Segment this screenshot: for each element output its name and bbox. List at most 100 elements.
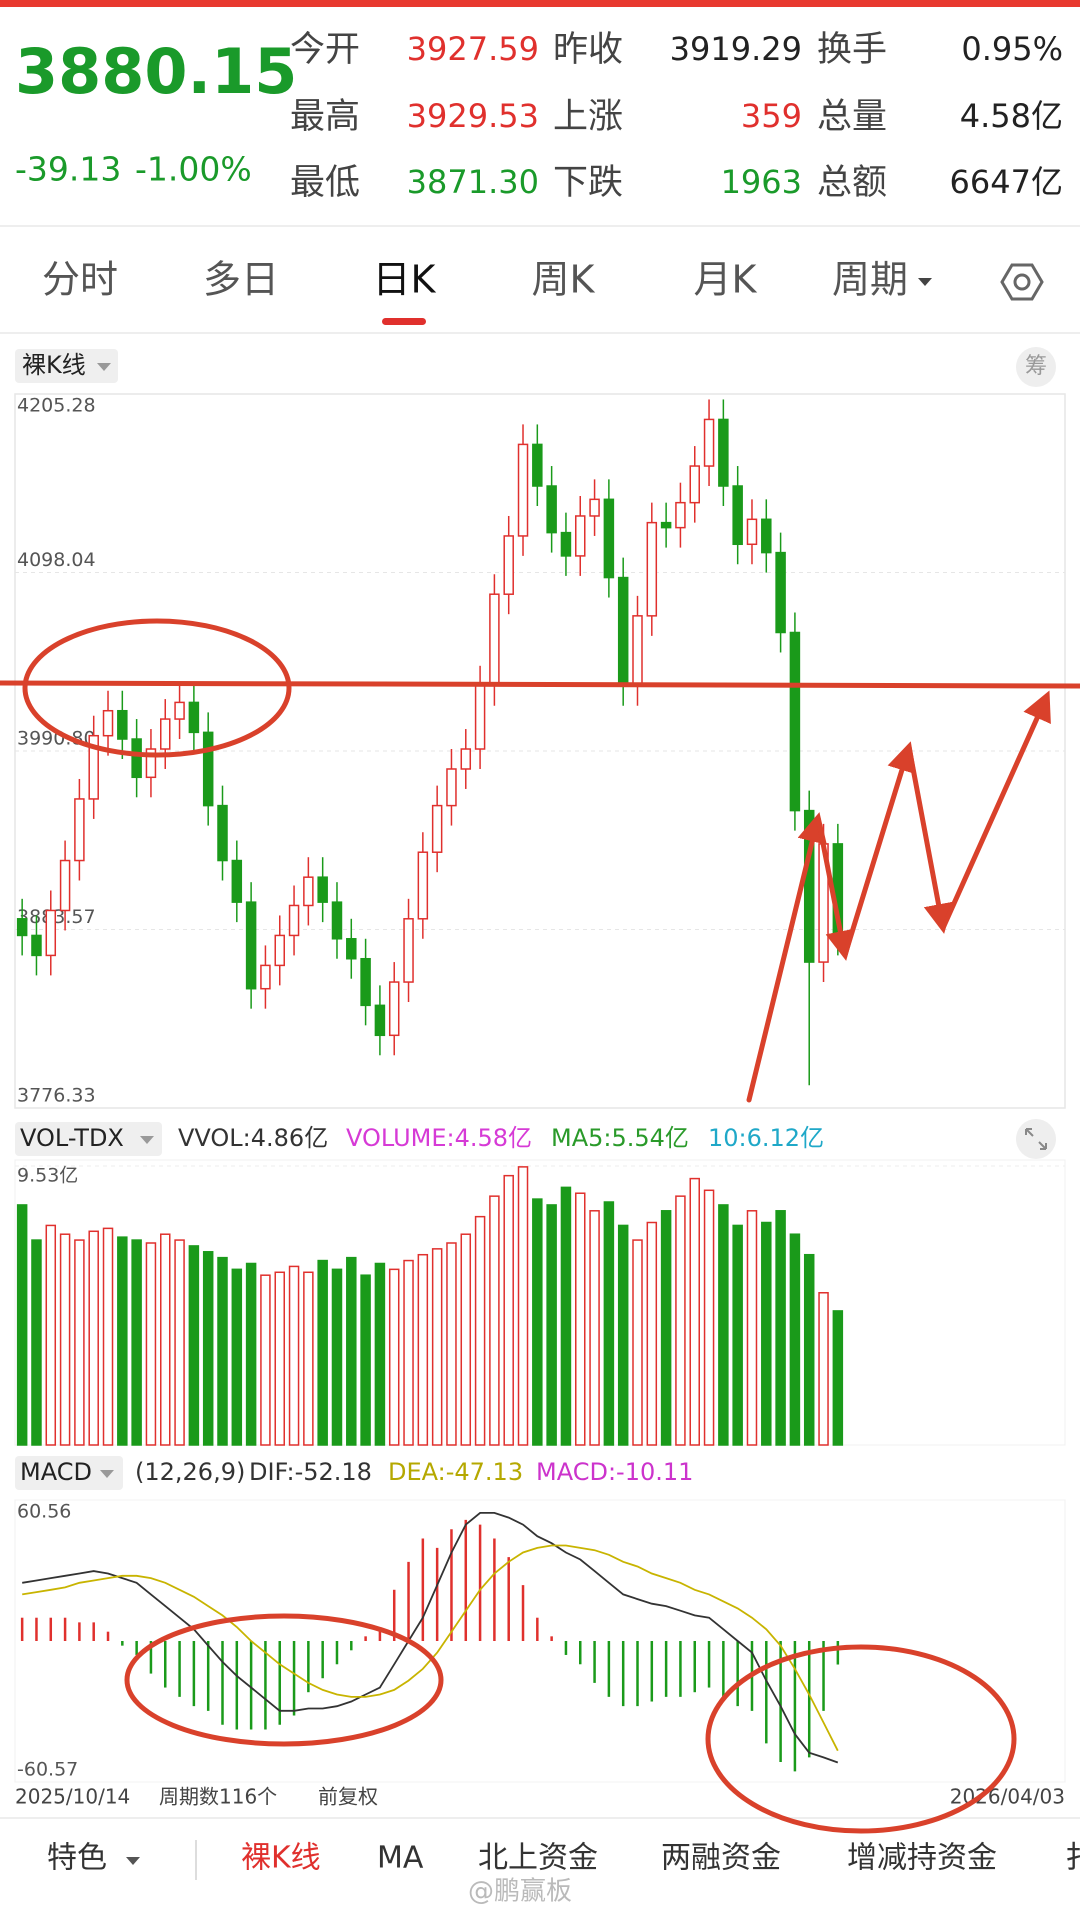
candle-body (761, 518, 772, 554)
candle-body (732, 485, 743, 546)
candle-body (74, 798, 85, 862)
toolbar-item[interactable]: 裸K线 (241, 1841, 321, 1876)
candle-body (474, 685, 486, 750)
volume-bar (746, 1210, 758, 1446)
quote-label: 今开 (290, 30, 360, 70)
indicator-button[interactable] (15, 1456, 123, 1490)
volume-bar (503, 1174, 514, 1446)
volume-bar (360, 1274, 371, 1446)
candle-body (646, 521, 658, 617)
chart-frame (14, 393, 1066, 1109)
quote-value: 1963 (721, 163, 802, 201)
expand-button[interactable] (1016, 1119, 1056, 1159)
y-tick-label: -60.57 (17, 1759, 78, 1781)
toolbar-item[interactable]: 增减持资金 (847, 1841, 997, 1876)
chip-button-label: 筹 (1025, 354, 1047, 379)
candle-body (102, 709, 114, 737)
candle-body (546, 485, 557, 534)
volume-bar (689, 1177, 700, 1446)
candle-body (503, 535, 514, 595)
end-date: 2026/04/03 (950, 1785, 1065, 1809)
candle-body (460, 748, 472, 770)
tab[interactable]: 月K (694, 258, 758, 302)
legend-entry: 10:6.12亿 (708, 1124, 824, 1152)
indicator-name: VOL-TDX (20, 1124, 124, 1152)
candle-body (274, 934, 285, 967)
indicator-button[interactable] (15, 1122, 162, 1156)
volume-bar (803, 1253, 815, 1446)
candle-body (603, 498, 615, 579)
toolbar-item[interactable]: 两融资金 (661, 1841, 781, 1876)
quote-value: 3927.59 (407, 30, 539, 68)
candle-body (131, 738, 142, 779)
volume-bar (646, 1221, 658, 1446)
candle-body (517, 443, 529, 537)
candle-body (88, 734, 99, 800)
volume-bar (761, 1221, 772, 1446)
quote-value: 4.58亿 (960, 97, 1063, 135)
indicator-button[interactable] (15, 349, 118, 383)
volume-bar (59, 1233, 71, 1446)
candle-body (575, 515, 586, 557)
toolbar-item[interactable]: 北上资金 (478, 1841, 598, 1876)
volume-bar (160, 1233, 171, 1446)
volume-bar (145, 1242, 157, 1446)
candle-body (660, 521, 672, 529)
quote-label: 下跌 (553, 163, 623, 203)
candle-body (589, 498, 600, 517)
tab[interactable]: 日K (373, 258, 437, 302)
tab[interactable]: 周期 (832, 258, 908, 302)
candle-body (374, 1004, 386, 1037)
volume-bar (188, 1245, 200, 1446)
y-tick-label: 3883.57 (17, 906, 96, 928)
candle-body (617, 576, 629, 687)
candle-body (174, 701, 185, 720)
indicator-name: MACD (20, 1458, 92, 1486)
legend-entry: DIF:-52.18 (249, 1458, 372, 1486)
volume-bar (88, 1230, 99, 1446)
volume-bar (532, 1198, 543, 1446)
toolbar-item[interactable]: MA (377, 1841, 424, 1876)
candle-body (317, 876, 328, 903)
settings-icon[interactable] (1000, 263, 1044, 301)
volume-bar (274, 1271, 285, 1446)
volume-bar (632, 1239, 643, 1446)
toolbar-item[interactable]: 扌 (1065, 1841, 1080, 1876)
legend-entry: DEA:-47.13 (388, 1458, 523, 1486)
candle-body (145, 748, 157, 779)
candle-body (746, 518, 758, 546)
quote-value: 3919.29 (670, 30, 802, 68)
quote-label: 昨收 (553, 30, 623, 70)
tab[interactable]: 多日 (203, 258, 279, 302)
quote-label: 最低 (290, 163, 360, 203)
volume-bar (560, 1186, 572, 1446)
quote-value: 3929.53 (407, 97, 539, 135)
tab[interactable]: 周K (532, 258, 596, 302)
volume-bar (317, 1259, 328, 1446)
tab[interactable]: 分时 (42, 258, 118, 302)
candle-body (260, 964, 271, 990)
volume-bar (489, 1195, 500, 1446)
volume-bar (446, 1242, 457, 1446)
legend-entry: VOLUME:4.58亿 (346, 1124, 532, 1152)
volume-bar (474, 1215, 486, 1446)
candle-body (789, 631, 801, 812)
chip-button[interactable] (1016, 347, 1056, 387)
y-tick-label: 4098.04 (17, 549, 96, 571)
candle-body (403, 918, 414, 983)
candle-body (703, 418, 715, 467)
candle-body (832, 843, 844, 937)
toolbar-bg (0, 1818, 1080, 1920)
volume-bar (675, 1195, 686, 1446)
volume-bar (202, 1251, 214, 1446)
candle-body (346, 938, 357, 960)
candle-body (446, 768, 457, 807)
volume-bar (217, 1256, 228, 1446)
indicator-params: (12,26,9) (135, 1458, 245, 1486)
candle-body (632, 615, 643, 687)
volume-bar (517, 1166, 529, 1446)
toolbar-item[interactable]: 特色 (47, 1841, 107, 1876)
chart-frame (14, 1499, 1066, 1783)
candle-body (59, 859, 71, 912)
